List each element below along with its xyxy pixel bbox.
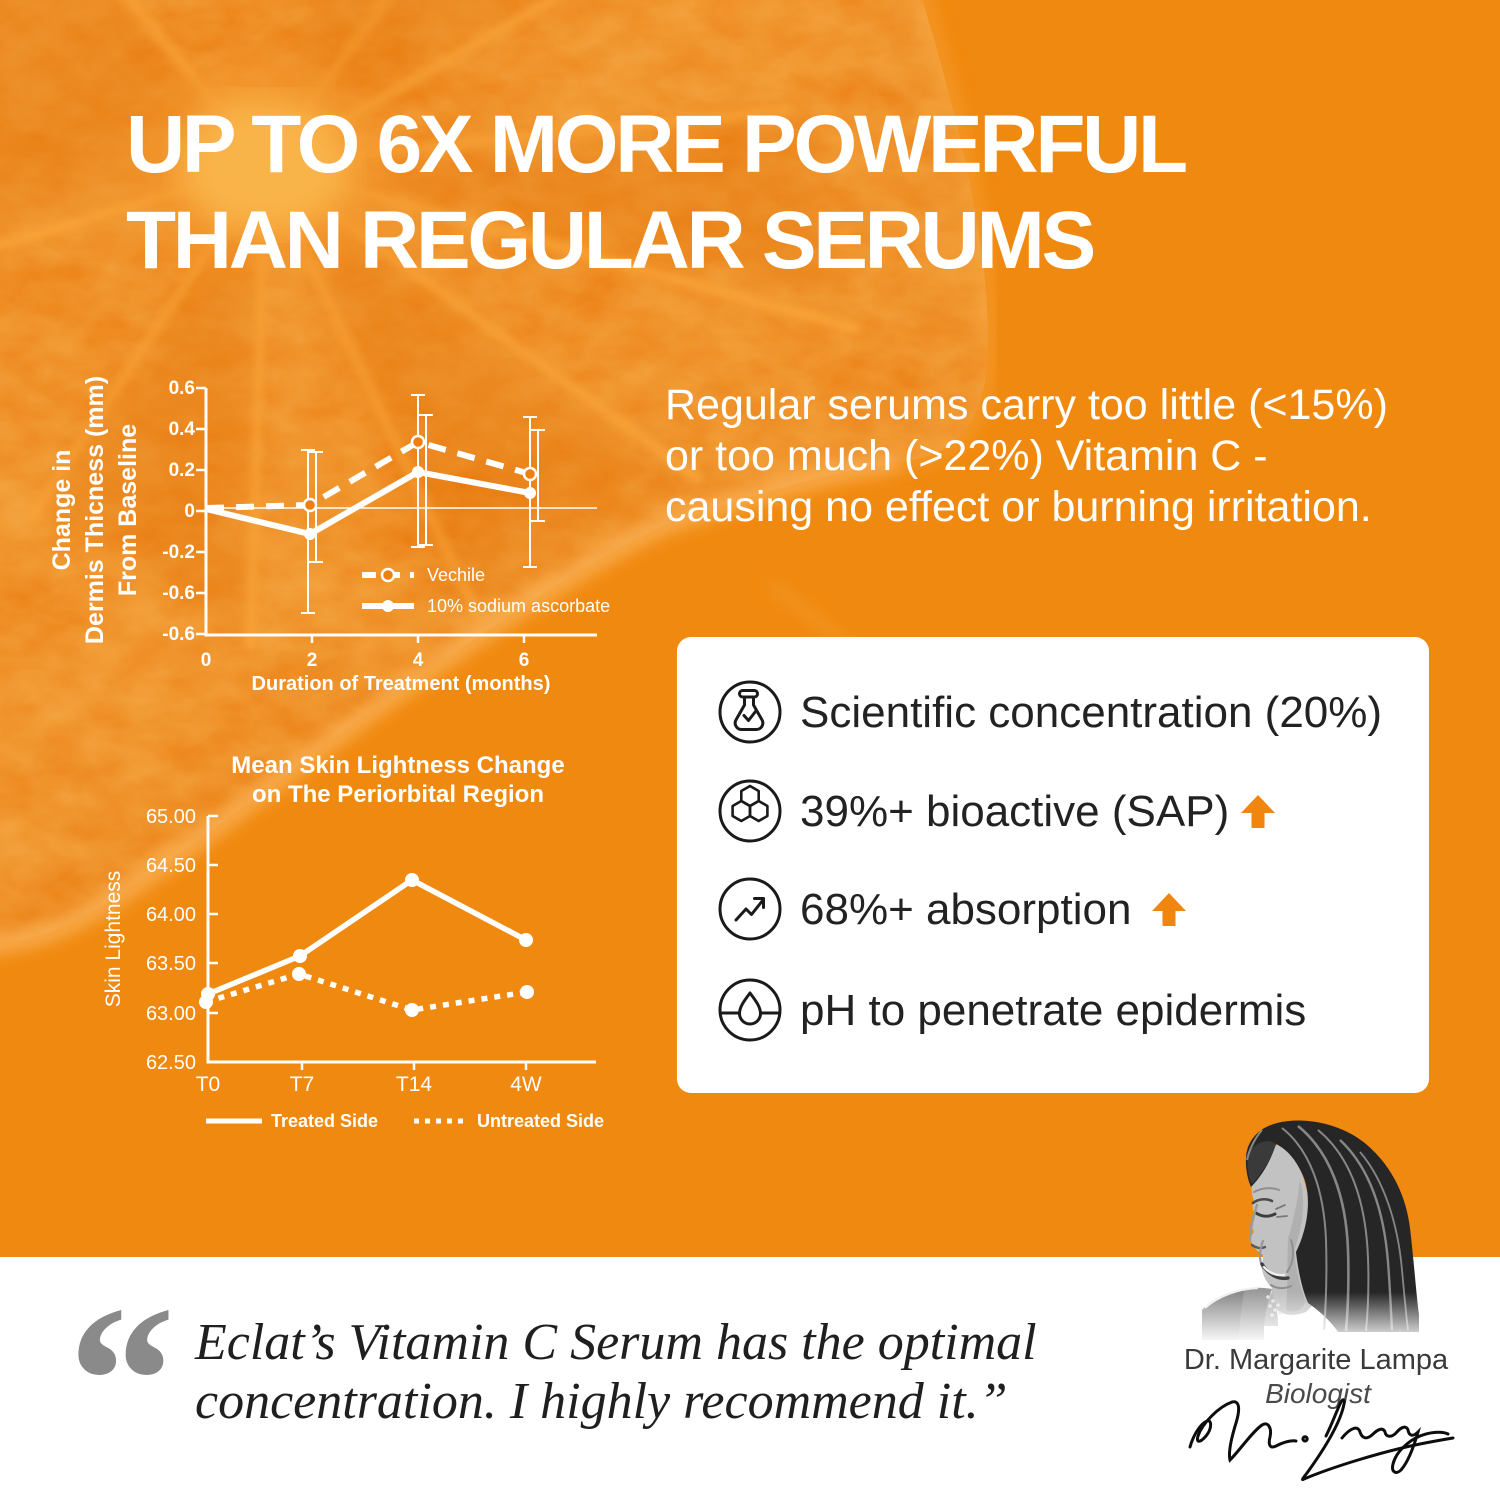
svg-text:T0: T0 xyxy=(196,1073,221,1096)
svg-text:-0.6: -0.6 xyxy=(162,583,195,604)
svg-text:Scientific concentration (20%): Scientific concentration (20%) xyxy=(800,688,1382,737)
svg-text:0.2: 0.2 xyxy=(169,460,195,481)
svg-text:62.50: 62.50 xyxy=(146,1052,196,1074)
svg-text:64.50: 64.50 xyxy=(146,855,196,877)
svg-text:6: 6 xyxy=(519,650,530,671)
svg-text:-0.6: -0.6 xyxy=(162,624,195,645)
svg-text:UP TO 6X MORE POWERFUL: UP TO 6X MORE POWERFUL xyxy=(126,99,1186,190)
svg-text:0: 0 xyxy=(201,650,212,671)
svg-text:Regular serums carry too littl: Regular serums carry too little (<15%) xyxy=(665,381,1388,429)
svg-text:THAN REGULAR SERUMS: THAN REGULAR SERUMS xyxy=(126,195,1093,286)
svg-text:causing no effect or burning i: causing no effect or burning irritation. xyxy=(665,483,1372,531)
svg-text:0: 0 xyxy=(184,501,195,522)
svg-text:Change in: Change in xyxy=(48,450,76,571)
svg-text:4: 4 xyxy=(413,650,424,671)
svg-text:Dermis Thicness (mm): Dermis Thicness (mm) xyxy=(81,376,109,644)
svg-text:or too much (>22%) Vitamin C -: or too much (>22%) Vitamin C - xyxy=(665,432,1268,480)
svg-text:concentration. I highly recomm: concentration. I highly recommend it.” xyxy=(195,1373,1008,1430)
svg-text:Eclat’s Vitamin C Serum has th: Eclat’s Vitamin C Serum has the optimal xyxy=(194,1314,1037,1371)
svg-text:0.4: 0.4 xyxy=(169,419,196,440)
svg-text:10% sodium ascorbate: 10% sodium ascorbate xyxy=(427,596,610,616)
svg-text:Skin Lightness: Skin Lightness xyxy=(102,871,125,1008)
svg-text:39%+ bioactive (SAP): 39%+ bioactive (SAP) xyxy=(800,787,1229,836)
svg-text:63.50: 63.50 xyxy=(146,953,196,975)
svg-text:“: “ xyxy=(68,1261,176,1500)
svg-text:Vechile: Vechile xyxy=(427,565,485,585)
svg-text:T14: T14 xyxy=(396,1073,433,1096)
svg-text:on The Periorbital Region: on The Periorbital Region xyxy=(252,781,544,808)
svg-text:Mean Skin Lightness Change: Mean Skin Lightness Change xyxy=(231,752,564,779)
svg-text:64.00: 64.00 xyxy=(146,904,196,926)
svg-text:68%+ absorption: 68%+ absorption xyxy=(800,885,1131,934)
svg-text:Biologist: Biologist xyxy=(1265,1378,1372,1409)
svg-text:4W: 4W xyxy=(510,1073,542,1096)
svg-text:From Baseline: From Baseline xyxy=(114,424,142,596)
svg-text:63.00: 63.00 xyxy=(146,1003,196,1025)
svg-text:T7: T7 xyxy=(290,1073,315,1096)
svg-text:-0.2: -0.2 xyxy=(162,542,195,563)
svg-text:Treated Side: Treated Side xyxy=(271,1111,378,1131)
svg-text:0.6: 0.6 xyxy=(169,378,195,399)
svg-text:65.00: 65.00 xyxy=(146,806,196,828)
svg-text:Dr. Margarite Lampa: Dr. Margarite Lampa xyxy=(1184,1344,1449,1376)
svg-text:pH to penetrate epidermis: pH to penetrate epidermis xyxy=(800,986,1306,1035)
svg-text:Untreated Side: Untreated Side xyxy=(477,1111,604,1131)
svg-text:2: 2 xyxy=(307,650,318,671)
svg-text:Duration of Treatment (months): Duration of Treatment (months) xyxy=(252,673,551,695)
